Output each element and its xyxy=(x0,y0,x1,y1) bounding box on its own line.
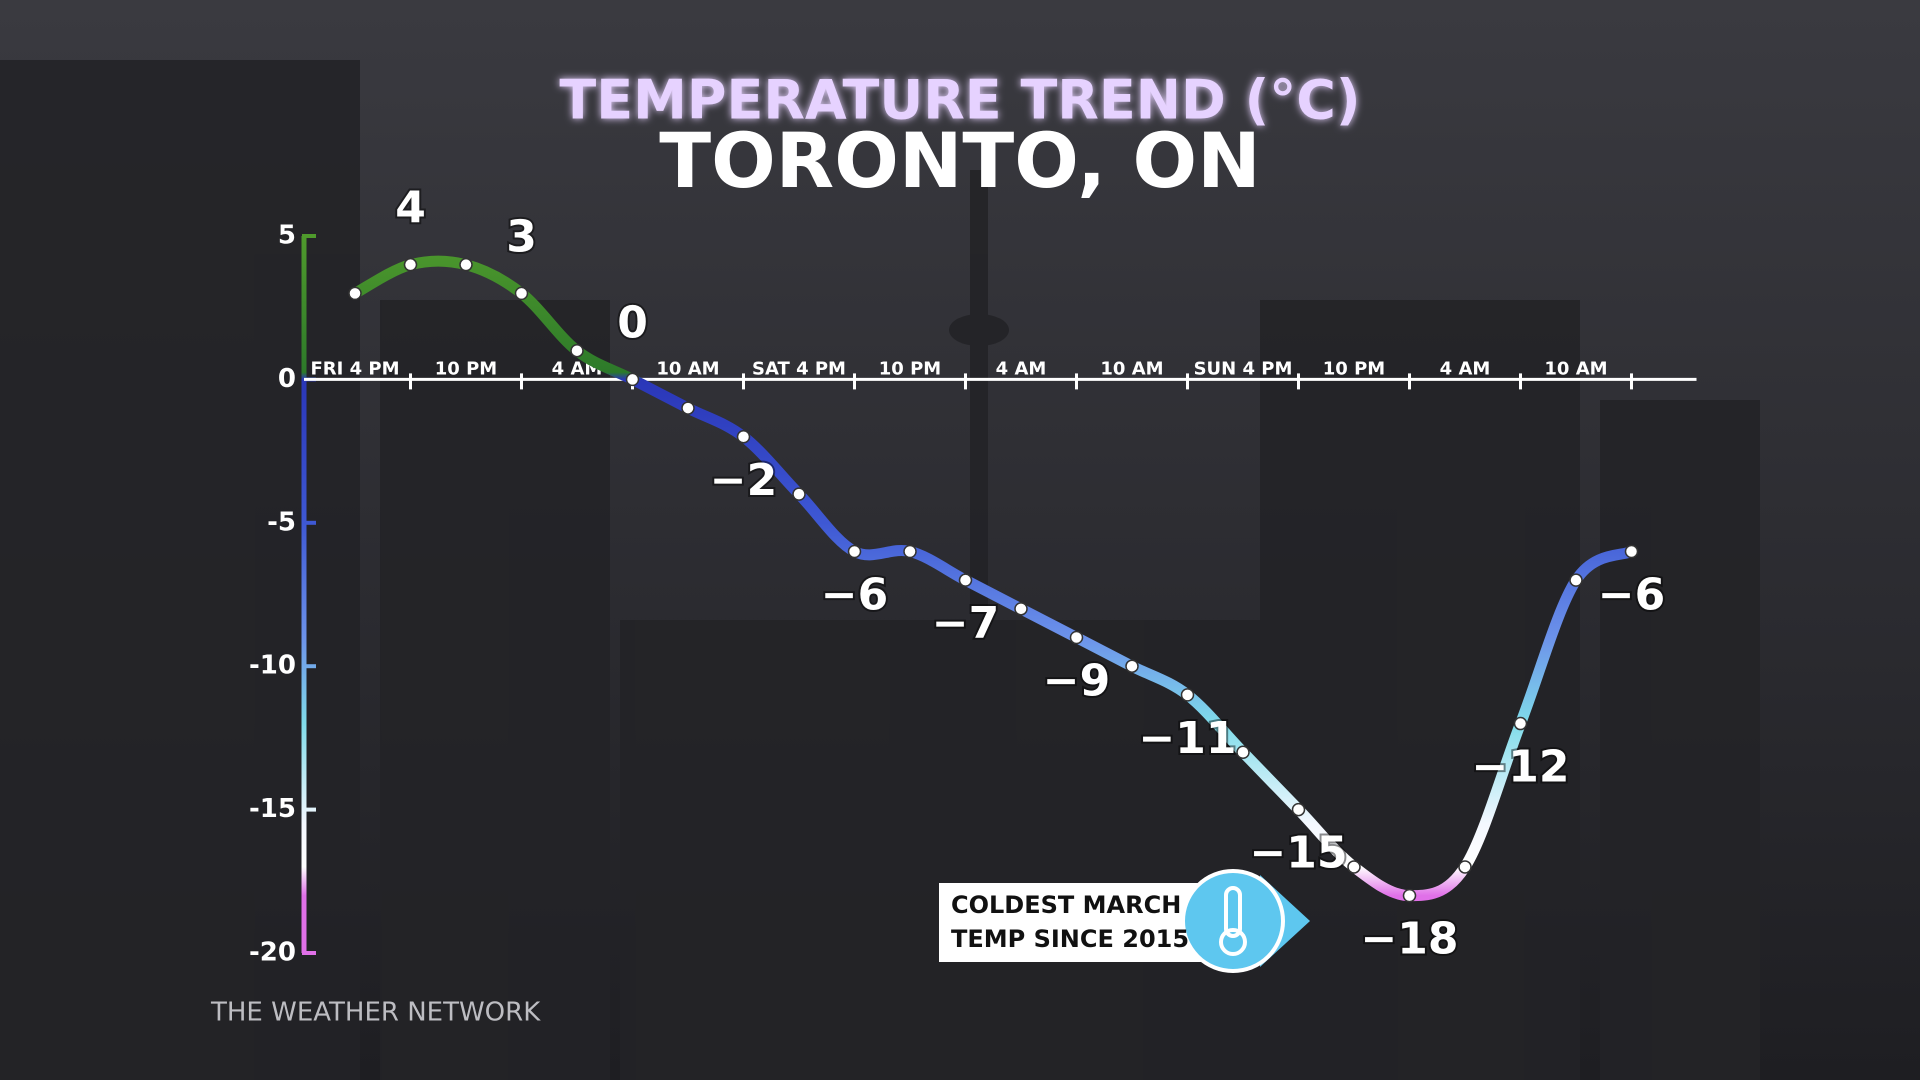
value-label: 0 xyxy=(617,297,648,348)
data-point xyxy=(1347,860,1361,874)
y-tick-label: -10 xyxy=(249,651,296,681)
value-label: −2 xyxy=(710,455,777,506)
data-point xyxy=(1402,888,1417,903)
data-point xyxy=(348,286,362,301)
skyline xyxy=(0,60,1760,1080)
data-point xyxy=(1291,802,1306,817)
value-label: −6 xyxy=(1598,569,1665,620)
x-tick-label: SAT 4 PM xyxy=(752,358,846,379)
x-tick-label: 10 AM xyxy=(1544,358,1607,379)
y-tick-label: 0 xyxy=(278,364,296,394)
value-label: −18 xyxy=(1360,914,1458,965)
x-tick-label: 10 PM xyxy=(435,358,497,379)
annotation-text: TEMP SINCE 2015 xyxy=(951,925,1189,953)
data-point xyxy=(570,343,584,358)
data-point xyxy=(1624,544,1639,559)
data-point xyxy=(958,573,973,587)
y-tick-label: -20 xyxy=(249,938,296,968)
x-tick-label: FRI 4 PM xyxy=(310,358,399,379)
x-tick-label: SUN 4 PM xyxy=(1194,358,1293,379)
value-label: −11 xyxy=(1138,713,1236,764)
data-point xyxy=(403,257,418,272)
data-point xyxy=(903,544,917,559)
source: THE WEATHER NETWORK xyxy=(210,998,541,1028)
data-point xyxy=(1513,716,1528,731)
data-point xyxy=(847,544,862,559)
value-label: 4 xyxy=(395,183,426,234)
chart-title: TEMPERATURE TREND (°C) xyxy=(559,69,1360,132)
data-point xyxy=(1014,602,1028,616)
annotation-text: COLDEST MARCH xyxy=(951,891,1181,919)
x-tick-label: 4 AM xyxy=(996,358,1047,379)
data-point xyxy=(459,257,473,272)
annotation: COLDEST MARCH TEMP SINCE 2015 xyxy=(939,869,1310,973)
value-label: −6 xyxy=(821,569,888,620)
x-tick-label: 10 PM xyxy=(879,358,941,379)
data-point xyxy=(681,401,695,415)
data-point xyxy=(1069,630,1084,645)
x-tick-label: 10 AM xyxy=(1100,358,1163,379)
value-label: −7 xyxy=(932,598,999,649)
data-point xyxy=(625,372,640,387)
value-label: 3 xyxy=(506,211,537,262)
value-label: −9 xyxy=(1043,656,1110,707)
thermometer-badge xyxy=(1181,869,1285,973)
y-tick-label: -15 xyxy=(249,794,296,824)
data-point xyxy=(1236,745,1250,759)
y-tick-label: -5 xyxy=(267,507,296,537)
data-point xyxy=(1125,659,1139,673)
value-label: −15 xyxy=(1249,828,1347,879)
thermometer-bulb xyxy=(1219,928,1247,956)
x-tick-label: 10 PM xyxy=(1323,358,1385,379)
annotation-box xyxy=(939,883,1219,962)
chart-subtitle: TORONTO, ON xyxy=(659,116,1261,205)
thermometer-icon xyxy=(1224,886,1242,938)
x-tick-label: 4 AM xyxy=(1440,358,1491,379)
value-label: −12 xyxy=(1471,742,1569,793)
data-point xyxy=(792,487,806,501)
x-tick-label: 10 AM xyxy=(656,358,719,379)
data-point xyxy=(736,430,751,444)
y-tick-label: 5 xyxy=(278,221,296,251)
data-point xyxy=(1180,688,1195,702)
data-point xyxy=(1458,860,1472,874)
data-point xyxy=(514,286,529,301)
data-point xyxy=(1569,573,1583,587)
